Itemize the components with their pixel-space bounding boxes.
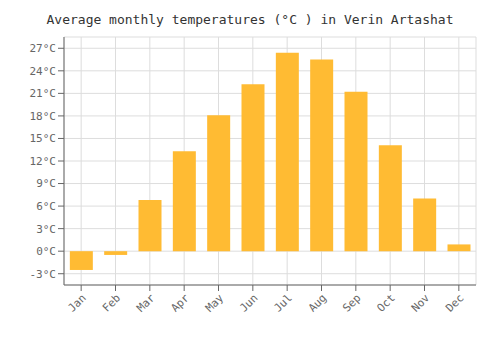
svg-text:Jul: Jul <box>272 291 295 314</box>
svg-text:Apr: Apr <box>169 291 193 315</box>
svg-text:21°C: 21°C <box>30 87 57 100</box>
svg-text:Feb: Feb <box>100 291 123 314</box>
svg-text:0°C: 0°C <box>36 245 56 258</box>
svg-text:18°C: 18°C <box>30 110 57 123</box>
svg-text:Dec: Dec <box>443 291 466 314</box>
svg-text:3°C: 3°C <box>36 223 56 236</box>
svg-text:6°C: 6°C <box>36 200 56 213</box>
svg-text:-3°C: -3°C <box>30 268 57 281</box>
svg-text:15°C: 15°C <box>30 132 57 145</box>
html-text:Average monthly temperatures (: Average monthly temperatures (°C ) in Ve… <box>46 12 454 27</box>
svg-text:Aug: Aug <box>306 291 329 314</box>
svg-text:Nov: Nov <box>409 291 433 315</box>
svg-text:Mar: Mar <box>134 291 158 315</box>
svg-text:Jan: Jan <box>66 291 89 314</box>
svg-text:9°C: 9°C <box>36 177 56 190</box>
svg-text:Jun: Jun <box>237 291 260 314</box>
svg-text:24°C: 24°C <box>30 65 57 78</box>
svg-text:27°C: 27°C <box>30 42 57 55</box>
svg-text:May: May <box>203 291 227 315</box>
svg-text:Oct: Oct <box>375 291 398 314</box>
svg-text:12°C: 12°C <box>30 155 57 168</box>
svg-text:Sep: Sep <box>340 291 363 314</box>
